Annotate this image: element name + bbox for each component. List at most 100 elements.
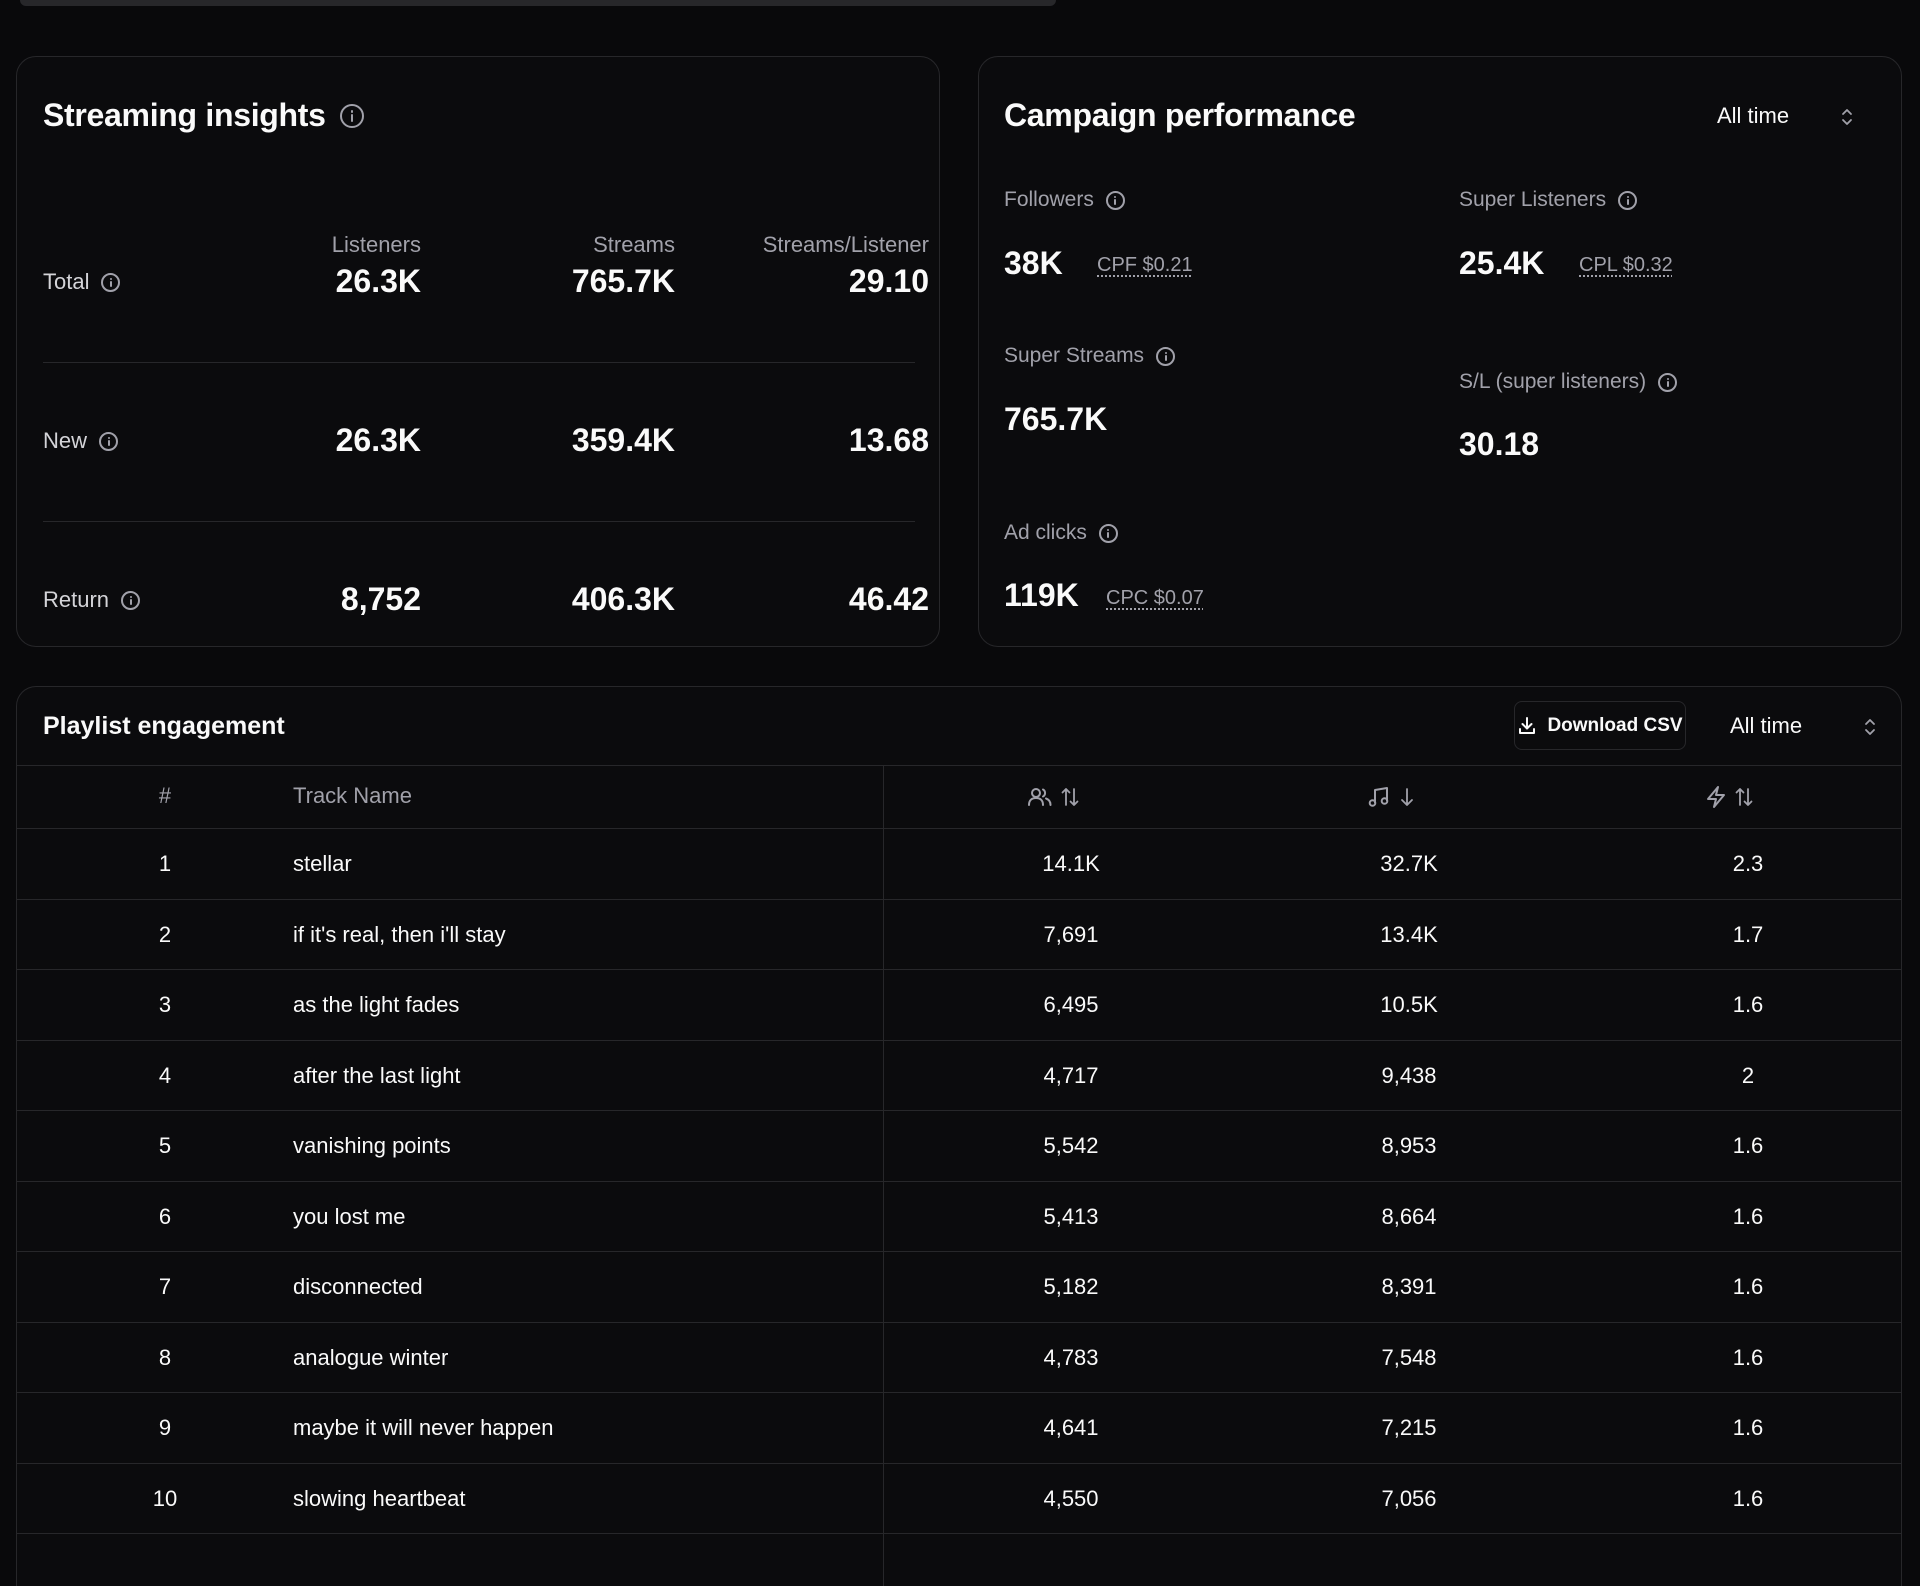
listeners-value: 4,641 bbox=[1043, 1415, 1099, 1440]
listeners-value: 7,691 bbox=[1043, 921, 1099, 947]
column-divider bbox=[883, 765, 884, 1586]
ratio-value: 2 bbox=[1741, 1062, 1755, 1088]
super-listeners-label-text: Super Listeners bbox=[1459, 188, 1607, 211]
streams-value: 9,438 bbox=[1381, 1062, 1437, 1088]
table-row[interactable]: 6 you lost me 5,413 8,664 1.6 bbox=[17, 1180, 1901, 1252]
ad-clicks-value: 119K bbox=[1004, 577, 1079, 613]
super-streams-label: Super Streams bbox=[1004, 344, 1176, 368]
followers-cost[interactable]: CPF $0.21 bbox=[1097, 254, 1193, 276]
row-label-text: New bbox=[43, 428, 88, 453]
listeners-value: 4,783 bbox=[1043, 1344, 1099, 1370]
listeners-value: 5,182 bbox=[1043, 1274, 1099, 1299]
table-row[interactable]: 1 stellar 14.1K 32.7K 2.3 bbox=[17, 828, 1901, 899]
ratio-value: 1.6 bbox=[1732, 1203, 1764, 1229]
table-row[interactable]: 9 maybe it will never happen 4,641 7,215 1.6 bbox=[17, 1392, 1901, 1463]
return-streams: 406.3K bbox=[571, 581, 675, 617]
ratio-value: 1.6 bbox=[1732, 1133, 1764, 1158]
row-label-text: Return bbox=[43, 587, 110, 612]
chevron-up-down-icon bbox=[1842, 109, 1852, 125]
streams-value: 32.7K bbox=[1380, 851, 1438, 876]
track-name: if it's real, then i'll stay bbox=[293, 921, 506, 947]
campaign-range-select[interactable]: All time bbox=[1717, 101, 1857, 131]
table-row[interactable]: 5 vanishing points 5,542 8,953 1.6 bbox=[17, 1110, 1901, 1181]
track-number: 10 bbox=[152, 1485, 178, 1511]
top-scrollbar[interactable] bbox=[20, 0, 1056, 6]
ad-clicks-label-text: Ad clicks bbox=[1004, 521, 1087, 544]
info-icon[interactable] bbox=[1098, 523, 1118, 543]
column-header-track-name: Track Name bbox=[293, 783, 412, 808]
super-streams-value: 765.7K bbox=[1004, 401, 1108, 437]
ad-clicks-cost[interactable]: CPC $0.07 bbox=[1106, 587, 1204, 609]
streams-value: 10.5K bbox=[1380, 992, 1438, 1017]
table-row-divider bbox=[17, 1533, 1901, 1586]
track-number: 4 bbox=[158, 1062, 172, 1088]
info-icon[interactable] bbox=[1156, 346, 1176, 366]
table-row[interactable]: 7 disconnected 5,182 8,391 1.6 bbox=[17, 1251, 1901, 1322]
streams-value: 7,215 bbox=[1381, 1415, 1437, 1440]
track-name: you lost me bbox=[293, 1203, 406, 1229]
ratio-value: 2.3 bbox=[1732, 851, 1764, 876]
listeners-value: 4,550 bbox=[1043, 1485, 1099, 1511]
track-name: analogue winter bbox=[293, 1344, 449, 1370]
listeners-value: 5,413 bbox=[1043, 1203, 1099, 1229]
ratio-value: 1.7 bbox=[1732, 921, 1764, 947]
info-icon[interactable] bbox=[1105, 190, 1125, 210]
info-icon[interactable] bbox=[121, 590, 141, 610]
streaming-insights-card: Streaming insights Listeners Streams Str… bbox=[16, 56, 940, 647]
followers-value: 38K bbox=[1004, 245, 1063, 281]
campaign-performance-card: Campaign performance All time Followers … bbox=[978, 56, 1902, 647]
column-header-streams[interactable] bbox=[1367, 785, 1415, 809]
row-label-new: New bbox=[43, 428, 119, 454]
return-ratio: 46.42 bbox=[848, 581, 929, 617]
sort-up-down-icon[interactable] bbox=[1735, 786, 1753, 808]
listeners-value: 6,495 bbox=[1043, 992, 1099, 1017]
download-csv-label: Download CSV bbox=[1547, 714, 1683, 736]
row-label-return: Return bbox=[43, 587, 141, 613]
streams-value: 7,056 bbox=[1381, 1485, 1437, 1511]
divider bbox=[43, 521, 915, 522]
total-ratio: 29.10 bbox=[848, 263, 929, 299]
streaming-insights-title-text: Streaming insights bbox=[43, 97, 326, 133]
lightning-icon bbox=[1707, 786, 1725, 808]
super-listeners-value: 25.4K bbox=[1459, 245, 1545, 281]
track-number: 8 bbox=[158, 1344, 172, 1370]
info-icon[interactable] bbox=[99, 431, 119, 451]
table-row[interactable]: 8 analogue winter 4,783 7,548 1.6 bbox=[17, 1321, 1901, 1393]
column-header-ratio[interactable] bbox=[1705, 785, 1753, 809]
total-streams: 765.7K bbox=[571, 263, 675, 299]
info-icon[interactable] bbox=[1618, 190, 1638, 210]
table-row[interactable]: 4 after the last light 4,717 9,438 2 bbox=[17, 1039, 1901, 1111]
playlist-range-select[interactable]: All time bbox=[1730, 711, 1880, 741]
track-number: 1 bbox=[158, 851, 172, 876]
listeners-value: 5,542 bbox=[1043, 1133, 1099, 1158]
divider bbox=[43, 362, 915, 363]
download-csv-button[interactable]: Download CSV bbox=[1514, 701, 1686, 750]
info-icon[interactable] bbox=[1658, 372, 1678, 392]
sort-up-down-icon[interactable] bbox=[1061, 786, 1079, 808]
listeners-value: 4,717 bbox=[1043, 1062, 1099, 1088]
download-icon bbox=[1519, 716, 1536, 734]
sort-down-icon[interactable] bbox=[1399, 786, 1415, 808]
ratio-value: 1.6 bbox=[1732, 1274, 1764, 1299]
streams-value: 8,664 bbox=[1381, 1203, 1437, 1229]
streams-value: 7,548 bbox=[1381, 1344, 1437, 1370]
ratio-value: 1.6 bbox=[1732, 1485, 1764, 1511]
info-icon[interactable] bbox=[101, 272, 121, 292]
track-number: 6 bbox=[158, 1203, 172, 1229]
column-header-listeners[interactable] bbox=[1027, 785, 1079, 809]
table-row[interactable]: 2 if it's real, then i'll stay 7,691 13.4K 1… bbox=[17, 898, 1901, 970]
users-icon bbox=[1028, 788, 1052, 806]
table-row[interactable]: 10 slowing heartbeat 4,550 7,056 1.6 bbox=[17, 1462, 1901, 1534]
table-row[interactable]: 3 as the light fades 6,495 10.5K 1.6 bbox=[17, 969, 1901, 1040]
return-listeners: 8,752 bbox=[340, 581, 421, 617]
streams-value: 13.4K bbox=[1380, 921, 1438, 947]
sl-ratio-label-text: S/L (super listeners) bbox=[1459, 370, 1647, 393]
track-name: stellar bbox=[293, 851, 352, 876]
track-number: 5 bbox=[158, 1133, 172, 1158]
info-icon[interactable] bbox=[339, 103, 364, 128]
header-listeners: Listeners bbox=[331, 232, 421, 257]
streaming-insights-title: Streaming insights bbox=[43, 97, 364, 134]
super-listeners-cost[interactable]: CPL $0.32 bbox=[1579, 254, 1673, 276]
music-note-icon bbox=[1368, 787, 1389, 807]
playlist-engagement-card: Playlist engagement Download CSV All tim… bbox=[16, 686, 1902, 1586]
